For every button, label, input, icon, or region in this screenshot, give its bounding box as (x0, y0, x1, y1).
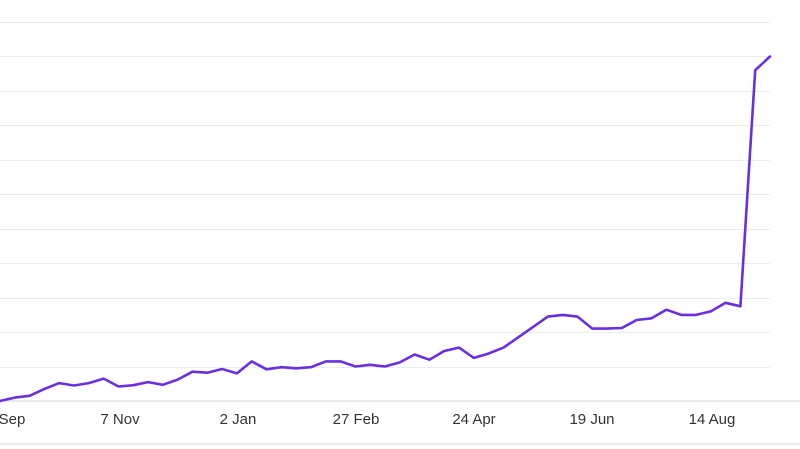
x-tick-label: 2 Jan (220, 411, 257, 428)
x-tick-label: 14 Aug (689, 411, 736, 428)
x-tick-label: 24 Apr (452, 411, 495, 428)
gridlines (0, 22, 770, 368)
x-tick-label: 27 Feb (333, 411, 380, 428)
series-group (0, 55, 772, 403)
x-tick-label: 19 Jun (569, 411, 614, 428)
series-line (0, 55, 772, 403)
x-tick-label: 7 Nov (100, 411, 140, 428)
x-axis-ticks: Sep 7 Nov 2 Jan 27 Feb 24 Apr 19 Jun 14 Aug (0, 411, 735, 428)
x-tick-label: Sep (0, 411, 25, 428)
